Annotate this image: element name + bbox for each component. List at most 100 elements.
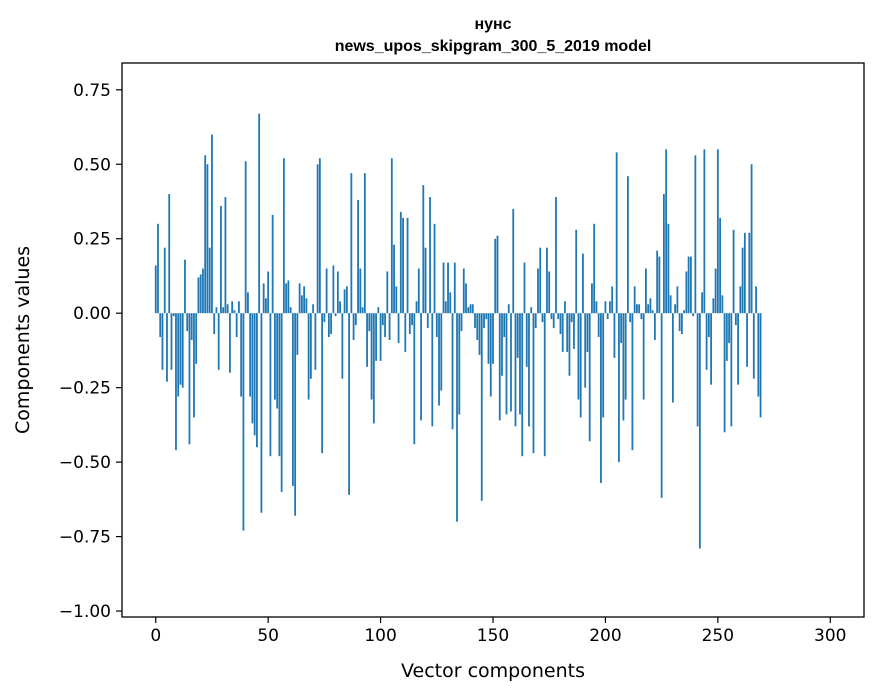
bar [671, 313, 674, 403]
bar [514, 313, 517, 427]
bar [595, 301, 598, 314]
bar [388, 313, 391, 340]
bar [282, 158, 285, 314]
bar [357, 200, 359, 314]
bar [406, 217, 409, 314]
bar [471, 304, 474, 314]
bar [680, 313, 683, 335]
bar [674, 304, 677, 314]
bar [604, 301, 607, 314]
bar [402, 217, 404, 314]
bar [496, 235, 499, 314]
y-tick-label: −0.50 [59, 453, 111, 473]
x-tick-label: 250 [702, 626, 734, 646]
bar [660, 313, 663, 498]
bar [249, 313, 252, 397]
bar [728, 313, 730, 343]
bar [390, 158, 393, 314]
bar [175, 313, 177, 451]
bar [296, 313, 299, 355]
x-tick-label: 150 [477, 626, 509, 646]
bar [705, 313, 708, 370]
bar [298, 283, 301, 314]
bar [426, 313, 429, 329]
bar [170, 313, 173, 370]
bar [550, 313, 553, 320]
bar [746, 313, 748, 367]
bar [703, 149, 706, 314]
bar [552, 313, 555, 329]
bar [424, 247, 427, 314]
bar [244, 161, 247, 314]
bar [624, 313, 627, 400]
bar [253, 313, 256, 436]
bar [739, 286, 742, 314]
y-tick-label: 0.00 [73, 304, 111, 324]
bar [507, 304, 510, 314]
bar [707, 313, 710, 338]
bar [622, 313, 625, 421]
bar [725, 313, 728, 361]
bar [698, 313, 701, 549]
bar [316, 164, 319, 314]
bar [692, 313, 695, 317]
bar [330, 313, 333, 335]
bar [474, 313, 476, 329]
bar [325, 268, 328, 314]
bar [336, 271, 339, 314]
bar [379, 313, 382, 361]
bar [586, 313, 589, 352]
bar [755, 286, 757, 314]
bar [370, 313, 373, 400]
bar [611, 286, 614, 314]
bar [662, 194, 665, 314]
bar [732, 229, 735, 314]
bar [564, 301, 566, 314]
bar [195, 313, 198, 364]
bar [523, 262, 526, 314]
bar [354, 313, 357, 326]
bar [665, 149, 668, 314]
x-axis-label: Vector components [401, 660, 585, 682]
bar [528, 313, 530, 427]
bar [224, 197, 227, 314]
bar [710, 313, 712, 385]
bar [521, 313, 524, 457]
bar [602, 313, 605, 418]
bar [285, 283, 288, 314]
bar [489, 313, 492, 397]
bar [157, 223, 159, 314]
bar [229, 313, 231, 373]
bar [487, 313, 490, 364]
bar [501, 313, 503, 376]
bar [759, 313, 762, 418]
bar [591, 283, 593, 314]
bar [748, 232, 751, 314]
bar [422, 185, 425, 314]
bar [345, 286, 348, 314]
bar [503, 313, 506, 338]
chart-subtitle: news_upos_skipgram_300_5_2019 model [335, 38, 652, 55]
bar [734, 313, 737, 326]
bar [411, 313, 413, 326]
bar [653, 313, 656, 340]
bar [714, 268, 717, 314]
y-tick-label: 0.25 [73, 230, 111, 250]
bar [305, 298, 308, 314]
bar [222, 307, 225, 314]
bar [570, 313, 573, 323]
bar [258, 113, 261, 314]
bar [197, 277, 200, 314]
chart-title: нунс [474, 16, 511, 33]
bar [741, 247, 744, 314]
bar [465, 283, 467, 314]
bar [242, 313, 245, 531]
bar [696, 313, 699, 427]
bar [172, 313, 175, 317]
bar [438, 313, 440, 406]
bar [420, 313, 422, 421]
bar [519, 313, 521, 415]
bar [177, 313, 180, 397]
bar [579, 313, 582, 418]
bar [537, 268, 539, 314]
